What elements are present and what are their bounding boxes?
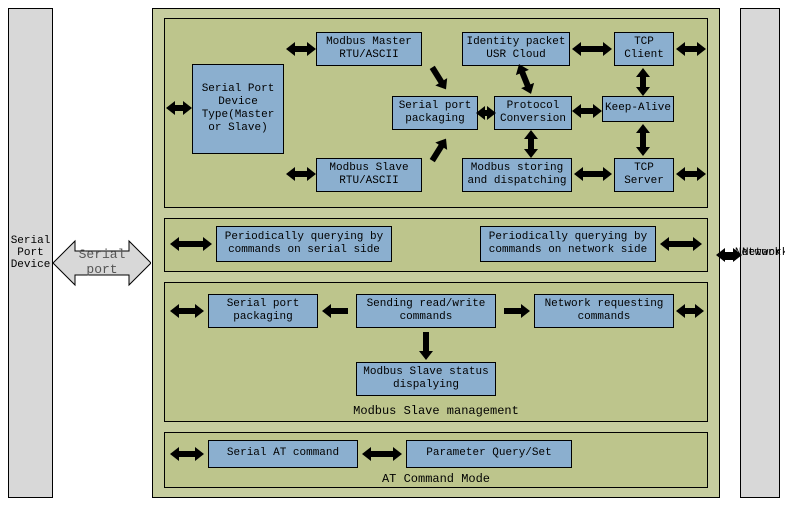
network-commands-label: Network requesting commands xyxy=(545,298,664,324)
arrow-icon xyxy=(294,46,308,52)
arrow-icon xyxy=(640,76,646,88)
network-commands-box: Network requesting commands xyxy=(534,294,674,328)
serial-packaging-label: Serial port packaging xyxy=(399,100,472,126)
modbus-storing-box: Modbus storing and dispatching xyxy=(462,158,572,192)
param-query-label: Parameter Query/Set xyxy=(426,447,551,460)
arrow-icon xyxy=(684,171,698,177)
arrow-icon xyxy=(330,308,348,314)
arrow-icon xyxy=(528,138,534,150)
protocol-conversion-label: Protocol Conversion xyxy=(500,100,566,126)
modbus-storing-label: Modbus storing and dispatching xyxy=(467,162,566,188)
query-network-box: Periodically querying by commands on net… xyxy=(480,226,656,262)
status-display-label: Modbus Slave status dispalying xyxy=(363,366,488,392)
arrow-icon xyxy=(178,451,196,457)
network-label-ext: Network xyxy=(742,247,784,259)
section-at-command-label: AT Command Mode xyxy=(164,472,708,486)
modbus-master-box: Modbus Master RTU/ASCII xyxy=(316,32,422,66)
arrow-icon xyxy=(504,308,522,314)
arrow-icon xyxy=(174,105,184,111)
serial-port-device-label: Serial Port Device xyxy=(11,235,51,271)
serial-port-arrow-label: Serial port xyxy=(62,247,142,277)
device-type-label: Serial Port Device Type(Master or Slave) xyxy=(202,83,275,136)
sending-commands-label: Sending read/write commands xyxy=(367,298,486,324)
query-network-label: Periodically querying by commands on net… xyxy=(489,231,647,257)
arrow-icon xyxy=(178,308,196,314)
serial-packaging-box: Serial port packaging xyxy=(392,96,478,130)
device-type-box: Serial Port Device Type(Master or Slave) xyxy=(192,64,284,154)
arrow-icon xyxy=(484,110,488,116)
arrow-icon xyxy=(580,46,604,52)
arrow-icon xyxy=(684,308,696,314)
param-query-box: Parameter Query/Set xyxy=(406,440,572,468)
network-arrow-icon xyxy=(724,252,734,260)
query-serial-box: Periodically querying by commands on ser… xyxy=(216,226,392,262)
identity-packet-box: Identity packet USR Cloud xyxy=(462,32,570,66)
arrow-icon xyxy=(640,132,646,148)
arrow-icon xyxy=(580,108,594,114)
at-command-label: Serial AT command xyxy=(227,447,339,460)
section-slave-mgmt-label: Modbus Slave management xyxy=(164,404,708,418)
tcp-client-box: TCP Client xyxy=(614,32,674,66)
arrow-icon xyxy=(370,451,394,457)
sending-commands-box: Sending read/write commands xyxy=(356,294,496,328)
modbus-slave-box: Modbus Slave RTU/ASCII xyxy=(316,158,422,192)
status-display-box: Modbus Slave status dispalying xyxy=(356,362,496,396)
protocol-conversion-box: Protocol Conversion xyxy=(494,96,572,130)
arrow-icon xyxy=(423,332,429,352)
tcp-client-label: TCP Client xyxy=(624,36,664,62)
keep-alive-label: Keep-Alive xyxy=(605,102,671,115)
tcp-server-box: TCP Server xyxy=(614,158,674,192)
arrow-icon xyxy=(668,241,694,247)
query-serial-label: Periodically querying by commands on ser… xyxy=(225,231,383,257)
arrow-icon xyxy=(294,171,308,177)
serial-packaging-label-2: Serial port packaging xyxy=(227,298,300,324)
modbus-master-label: Modbus Master RTU/ASCII xyxy=(326,36,412,62)
arrow-icon xyxy=(684,46,698,52)
arrow-icon xyxy=(178,241,204,247)
serial-port-device-panel: Serial Port Device xyxy=(8,8,53,498)
keep-alive-box: Keep-Alive xyxy=(602,96,674,122)
serial-packaging-box-2: Serial port packaging xyxy=(208,294,318,328)
identity-packet-label: Identity packet USR Cloud xyxy=(466,36,565,62)
tcp-server-label: TCP Server xyxy=(624,162,664,188)
at-command-box: Serial AT command xyxy=(208,440,358,468)
arrow-icon xyxy=(582,171,604,177)
modbus-slave-label: Modbus Slave RTU/ASCII xyxy=(329,162,408,188)
